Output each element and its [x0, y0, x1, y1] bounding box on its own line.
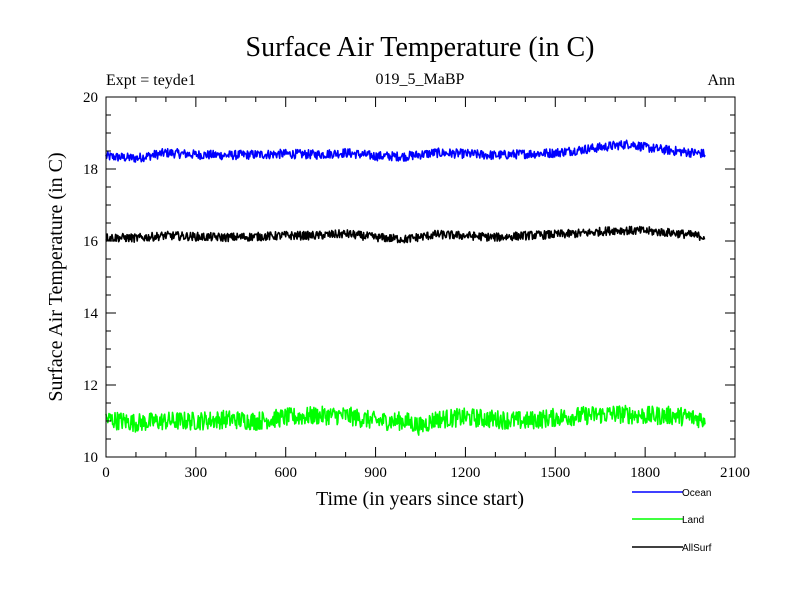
experiment-label: Expt = teyde1	[106, 72, 196, 89]
x-tick-label: 1200	[450, 465, 480, 481]
series-line-allsurf	[105, 225, 706, 244]
y-tick-label: 12	[83, 378, 98, 394]
x-tick-label: 2100	[720, 465, 750, 481]
chart-title: Surface Air Temperature (in C)	[246, 32, 595, 63]
x-tick-label: 1800	[630, 465, 660, 481]
chart-subtitle: 019_5_MaBP	[376, 71, 465, 88]
y-tick-label: 10	[83, 450, 98, 466]
x-tick-label: 1500	[540, 465, 570, 481]
y-axis-label: Surface Air Temperature (in C)	[45, 152, 67, 401]
series-line-ocean	[105, 139, 706, 163]
y-tick-label: 20	[83, 90, 98, 106]
x-tick-label: 0	[102, 465, 110, 481]
legend-label-allsurf: AllSurf	[682, 543, 712, 554]
series-line-land	[105, 404, 706, 436]
period-label: Ann	[707, 72, 735, 89]
x-tick-label: 600	[274, 465, 297, 481]
y-tick-label: 18	[83, 162, 98, 178]
legend-label-land: Land	[682, 515, 704, 526]
legend-label-ocean: Ocean	[682, 488, 711, 499]
y-tick-label: 14	[83, 306, 99, 322]
x-tick-label: 300	[185, 465, 208, 481]
x-axis-label: Time (in years since start)	[316, 488, 524, 510]
x-tick-label: 900	[364, 465, 387, 481]
y-tick-label: 16	[83, 234, 99, 250]
